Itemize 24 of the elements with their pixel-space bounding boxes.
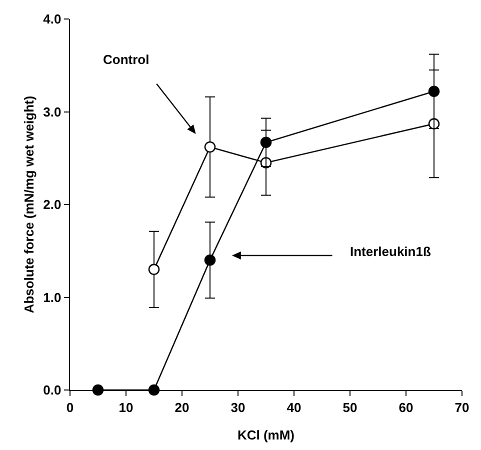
x-tick-label: 10	[118, 400, 134, 415]
x-tick-label: 0	[66, 400, 74, 415]
y-tick-label: 2.0	[43, 197, 62, 212]
y-tick-label: 0.0	[43, 382, 62, 398]
point	[204, 141, 216, 153]
annotation: Control	[103, 52, 150, 67]
y-tick-label: 4.0	[43, 12, 62, 27]
point	[148, 384, 160, 396]
x-tick-label: 20	[174, 400, 190, 415]
x-axis-title: KCl (mM)	[237, 427, 295, 442]
point	[260, 136, 272, 148]
x-tick-label: 30	[230, 400, 246, 415]
x-tick-label: 40	[286, 400, 302, 415]
y-axis-title: Absolute force (mN/mg wet weight)	[22, 96, 37, 314]
point	[148, 264, 160, 276]
y-tick-label: 1.0	[43, 290, 62, 305]
point	[92, 384, 104, 396]
x-tick-label: 70	[454, 400, 470, 415]
annotation: Interleukin1ß	[350, 244, 431, 259]
x-tick-label: 60	[398, 400, 414, 415]
x-tick-label: 50	[342, 400, 358, 415]
point	[428, 86, 440, 97]
point	[204, 254, 216, 266]
y-tick-label: 3.0	[43, 104, 62, 120]
